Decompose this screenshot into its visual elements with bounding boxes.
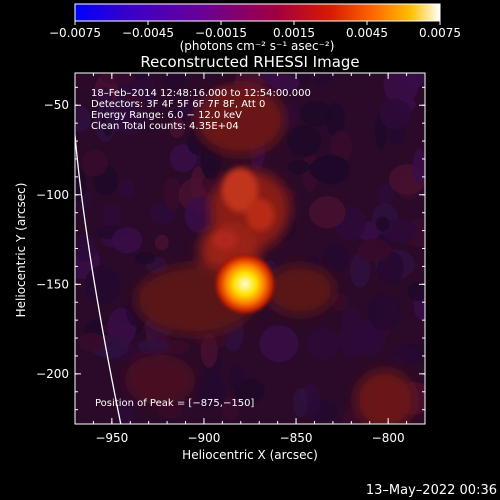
background-mottle [113,104,149,136]
background-mottle [287,159,310,175]
background-mottle [84,265,121,305]
annotation-line: Clean Total counts: 4.35E+04 [91,121,239,132]
annotation-line: Detectors: 3F 4F 5F 6F 7F 8F, Att 0 [91,99,265,110]
background-mottle [394,344,425,363]
background-mottle [228,363,244,390]
background-mottle [303,382,321,416]
background-mottle [134,251,156,265]
background-mottle [375,216,390,232]
background-mottle [379,98,412,130]
background-mottle [401,73,425,90]
annotation-line: Energy Range: 6.0 − 12.0 keV [91,110,242,121]
annotation-line: 18–Feb–2014 12:48:16.000 to 12:54:00.000 [91,88,311,99]
y-axis-label: Heliocentric Y (arcsec) [14,183,28,318]
colorbar-tick-label: 0.0015 [273,26,315,40]
background-mottle [287,125,322,158]
background-mottle [118,396,134,424]
peak-source [213,252,277,316]
background-mottle [407,282,425,301]
solar-limb [75,134,122,424]
footer-date: 13–May–2022 00:36 [366,483,497,498]
x-tick-label: −900 [187,431,220,445]
background-mottle [78,332,105,352]
colorbar-ticks: −0.0075 −0.0045 −0.0015 0.0015 0.0045 0.0075 [49,21,461,40]
background-mottle [412,148,425,183]
background-mottle [221,396,240,421]
background-mottle [154,234,169,251]
background-mottle [138,337,170,356]
background-mottle [157,401,183,419]
colorbar-tick-label: −0.0045 [122,26,174,40]
background-mottle [75,105,91,132]
background-mottle [321,243,349,273]
background-mottle [163,177,182,211]
background-mottle [342,408,359,424]
colorbar-tick-label: 0.0045 [346,26,388,40]
peak-position-label: Position of Peak = [−875,−150] [95,398,254,409]
y-tick-label: −150 [36,277,69,291]
y-tick-label: −50 [44,98,69,112]
background-mottle [306,328,340,360]
y-tick-label: −200 [36,367,69,381]
background-mottle [184,196,215,233]
x-axis-label: Heliocentric X (arcsec) [182,448,318,462]
background-mottle [297,73,311,85]
x-tick-label: −950 [95,431,128,445]
heatmap-image [75,73,425,424]
colorbar-tick-label: 0.0075 [419,26,461,40]
background-mottle [308,156,349,182]
colorbar-tick-label: −0.0075 [49,26,101,40]
background-mottle [292,387,308,418]
background-mottle [380,218,417,244]
background-mottle [376,184,396,204]
background-mottle [330,130,352,163]
background-mottle [194,372,226,410]
x-tick-label: −800 [372,431,405,445]
background-mottle [81,149,108,177]
chart-title: Reconstructed RHESSI Image [140,53,359,71]
background-mottle [300,100,334,127]
background-mottle [95,86,113,108]
background-mottle [162,73,187,90]
background-mottle [309,196,346,229]
background-mottle [200,141,222,180]
background-mottle [357,238,392,263]
background-mottle [75,233,98,262]
background-mottle [338,325,373,357]
background-mottle [332,293,349,312]
annotations: 18–Feb–2014 12:48:16.000 to 12:54:00.000… [91,88,311,132]
background-mottle [169,117,186,138]
x-tick-label: −850 [280,431,313,445]
background-mottle [101,73,136,85]
background-mottle [118,177,135,200]
background-mottle [313,73,332,86]
background-mottle [200,333,218,368]
background-mottle [259,325,299,363]
x-axis: −950 −900 −850 −800 [92,73,426,445]
background-mottle [169,144,197,173]
colorbar-tick-label: −0.0015 [195,26,247,40]
y-tick-label: −100 [36,188,69,202]
background-mottle [270,74,300,91]
background-mottle [350,252,371,288]
y-axis: −50 −100 −150 −200 [36,86,425,411]
colorbar-unit-label: (photons cm⁻² s⁻¹ asec⁻²) [180,39,335,53]
background-mottle [102,203,121,227]
background-mottle [111,227,143,254]
background-mottle [368,292,401,331]
colorbar [74,3,441,22]
